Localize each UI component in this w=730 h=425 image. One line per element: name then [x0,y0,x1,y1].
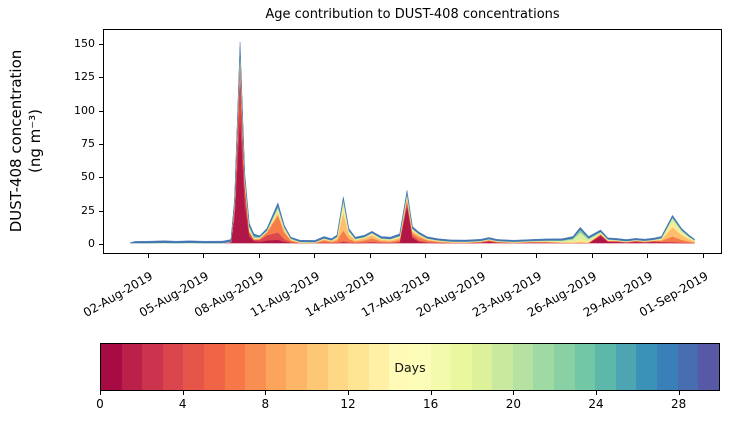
colorbar-segment [677,344,699,390]
y-axis-label-line2: (ng m⁻³) [26,108,44,174]
colorbar-segment [265,344,287,390]
colorbar-segment [142,344,163,390]
colorbar-tick-mark [348,391,349,395]
colorbar-tick-label: 28 [671,397,687,411]
y-tick-label: 125 [74,70,95,84]
x-tick-mark [536,254,538,258]
colorbar-segment [286,344,307,390]
colorbar-tick-label: 24 [588,397,604,411]
y-tick-mark [99,244,103,245]
area-layer-1 [130,59,695,244]
colorbar-tick-mark [182,391,184,395]
colorbar-segment [471,344,493,390]
colorbar-tick-label: 8 [261,397,270,411]
area-layer-3 [130,56,695,244]
colorbar-segment [492,344,513,390]
y-tick-mark [99,110,103,112]
y-tick-mark [99,210,103,212]
colorbar-tick-mark [430,391,432,395]
x-tick-mark [702,254,704,258]
colorbar-segment [389,344,410,390]
colorbar-segment [533,344,555,390]
x-tick-label: 01-Sep-2019 [636,268,711,320]
colorbar-segment [101,344,122,390]
colorbar-tick-label: 16 [423,397,439,411]
colorbar-segment [327,344,349,390]
x-tick-mark [258,254,260,258]
colorbar-segment [348,344,369,390]
y-tick-label: 50 [81,170,95,184]
stacked-area-chart [130,42,695,244]
colorbar-segment [615,344,637,390]
colorbar-segment [409,344,431,390]
y-tick-mark [99,144,103,145]
x-tick-mark [647,254,649,258]
colorbar-segment [162,344,184,390]
y-tick-label: 25 [81,203,95,217]
y-axis-label-line1: DUST-408 concentration [7,49,25,233]
colorbar-segment [512,344,534,390]
area-layer-7 [130,42,695,244]
y-tick-label: 150 [74,37,95,50]
colorbar-segment [203,344,225,390]
colorbar-segment [430,344,452,390]
colorbar-tick-label: 20 [505,397,521,411]
x-tick-mark [203,254,205,258]
colorbar-tick-mark [265,391,267,395]
colorbar-segment [183,344,204,390]
x-tick-mark [591,254,593,258]
colorbar-segment [451,344,472,390]
colorbar-segment [574,344,596,390]
colorbar-segment [636,344,658,390]
y-tick-label: 100 [74,103,95,117]
colorbar-segment [224,344,246,390]
y-tick-mark [99,44,103,45]
x-tick-mark [480,254,482,258]
colorbar-segment [554,344,575,390]
colorbar-tick-label: 12 [340,397,356,411]
area-layer-2 [130,58,695,244]
colorbar-tick-mark [678,391,680,395]
x-tick-mark [147,254,149,258]
area-layer-6 [130,46,695,244]
colorbar-segment [657,344,678,390]
x-tick-mark [425,254,427,258]
area-layer-4 [130,50,695,244]
chart-title: Age contribution to DUST-408 concentrati… [265,7,560,22]
area-layer-0 [130,114,695,244]
colorbar-segment [306,344,328,390]
area-layer-5 [130,48,695,244]
y-tick-mark [99,177,103,179]
colorbar-segment [121,344,143,390]
colorbar-tick-mark [596,391,597,395]
x-tick-mark [314,254,316,258]
colorbar-segment [595,344,616,390]
colorbar-tick-mark [513,391,515,395]
plot-area [103,29,722,254]
colorbar-segment [698,344,719,390]
colorbar-tick-mark [100,391,101,395]
colorbar-tick-label: 4 [178,397,187,411]
y-axis-label: DUST-408 concentration (ng m⁻³) [7,50,45,233]
y-tick-label: 0 [88,237,95,250]
colorbar-segment [368,344,390,390]
colorbar [100,343,720,391]
colorbar-tick-label: 0 [96,397,104,411]
y-tick-mark [99,77,103,79]
x-tick-mark [369,254,371,258]
y-tick-label: 75 [81,137,95,150]
colorbar-segment [245,344,266,390]
